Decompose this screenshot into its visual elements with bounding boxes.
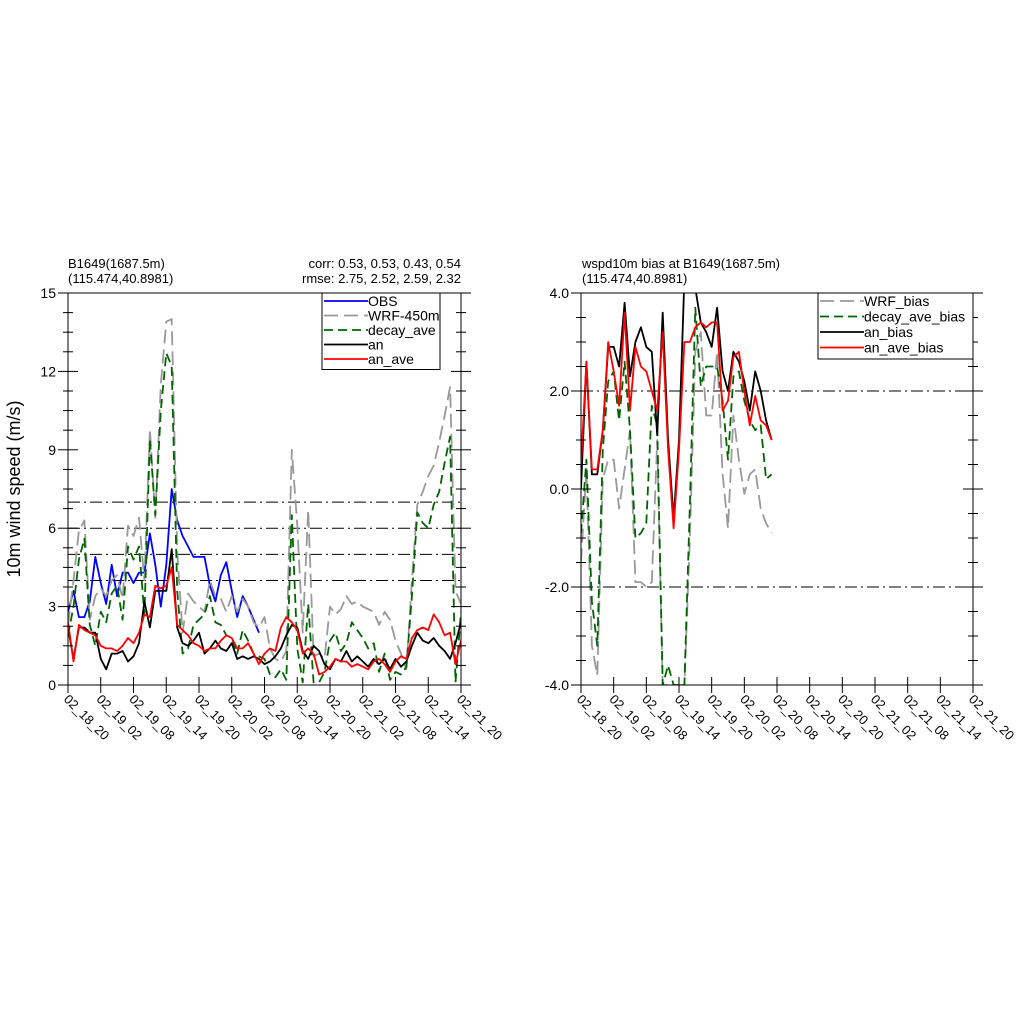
y-tick-label: 0.0: [550, 481, 570, 497]
left-stats-corr: corr: 0.53, 0.53, 0.43, 0.54: [309, 256, 462, 271]
series-line-an-ave-bias: [581, 311, 773, 530]
legend-label: WRF-450m: [368, 308, 440, 324]
legend-label: an_bias: [864, 324, 913, 340]
y-tick-label: 3: [48, 599, 56, 615]
series-group: [581, 293, 773, 685]
legend-box: [321, 292, 441, 370]
y-tick-label: 2.0: [550, 383, 570, 399]
y-tick-label: 0: [48, 677, 56, 693]
y-tick-label: 6: [48, 520, 56, 536]
series-line-obs: [68, 488, 260, 634]
series-line-wrf-450m: [68, 318, 461, 671]
legend-label: decay_ave_bias: [864, 309, 965, 325]
series-line-decay-ave-bias: [581, 306, 773, 685]
bias-panel: -4.0-2.00.02.04.002_18_2002_19_0202_19_0…: [545, 285, 1018, 743]
legend-label: an: [368, 337, 384, 353]
legend-label: an_ave: [368, 351, 414, 367]
left-stats-rmse: rmse: 2.75, 2.52, 2.59, 2.32: [302, 271, 461, 286]
wind-speed-panel: 0369121502_18_2002_19_0202_19_0802_19_14…: [40, 285, 505, 743]
legend-label: decay_ave: [368, 322, 436, 338]
legend-label: an_ave_bias: [864, 340, 943, 356]
y-tick-label: 9: [48, 442, 56, 458]
legend-label: OBS: [368, 293, 398, 309]
series-line-an-ave: [68, 566, 461, 676]
y-tick-label: 12: [40, 363, 56, 379]
series-line-an: [68, 548, 461, 671]
y-tick-label: -4.0: [545, 677, 569, 693]
y-tick-label: 4.0: [550, 285, 570, 301]
legend-label: WRF_bias: [864, 293, 929, 309]
left-y-axis-label: 10m wind speed (m/s): [4, 400, 24, 577]
series-group: [68, 318, 461, 684]
series-line-wrf-bias: [581, 331, 773, 685]
right-title-line-2: (115.474,40.8981): [582, 271, 687, 286]
series-line-decay-ave: [68, 352, 461, 684]
right-title-line-1: wspd10m bias at B1649(1687.5m): [581, 256, 780, 271]
left-title-line-2: (115.474,40.8981): [68, 271, 173, 286]
left-title-line-1: B1649(1687.5m): [68, 256, 165, 271]
y-tick-label: -2.0: [545, 579, 569, 595]
y-tick-label: 15: [40, 285, 56, 301]
